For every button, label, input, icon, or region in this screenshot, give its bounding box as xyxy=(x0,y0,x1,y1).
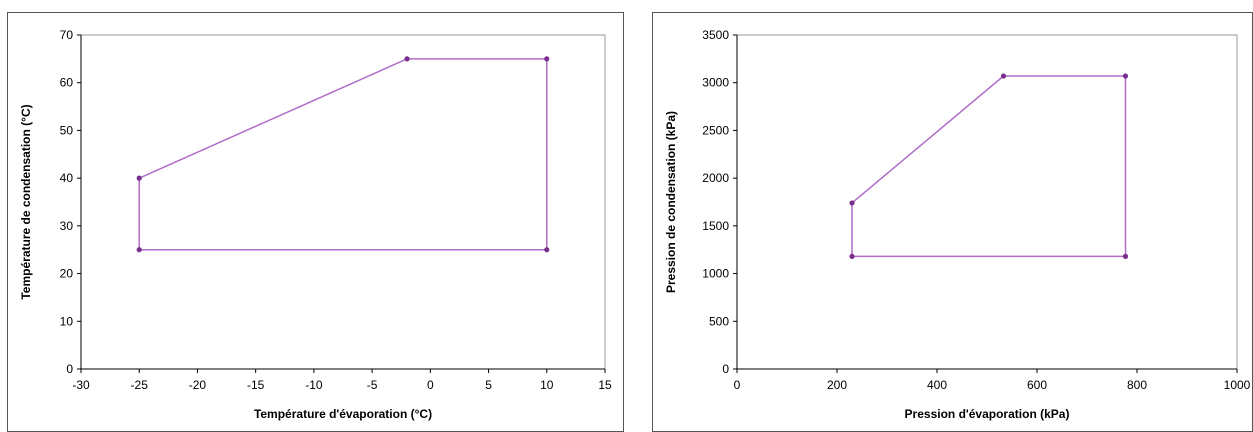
chart-panel-evaporation-temperature: 0 10 20 30 40 50 60 70 -30 -25 -20 -15 -10 -5 0 5 10 15 Te… xyxy=(7,12,624,432)
x-axis-title: Température d'évaporation (°C) xyxy=(254,407,432,421)
x-tick-label: -30 xyxy=(72,378,90,392)
data-point xyxy=(1122,253,1129,259)
chart-temperature: 0 10 20 30 40 50 60 70 -30 -25 -20 -15 -10 -5 0 5 10 15 Te… xyxy=(19,28,612,421)
plot-area xyxy=(736,34,1238,370)
y-tick-label: 0 xyxy=(722,362,729,376)
y-tick-label: 70 xyxy=(60,28,74,42)
series-line xyxy=(138,58,548,251)
chart-pressure: 0 500 1000 1500 2000 2500 3000 3500 0 200 400 600 80… xyxy=(664,28,1251,421)
y-tick-label: 1000 xyxy=(702,267,729,281)
y-tick-label: 500 xyxy=(709,314,729,328)
x-tick-label: 1000 xyxy=(1224,378,1251,392)
data-point xyxy=(849,200,855,206)
data-point xyxy=(404,56,410,62)
x-tick-label: -20 xyxy=(189,378,207,392)
y-tick-label: 30 xyxy=(60,219,74,233)
x-tick-label: -10 xyxy=(305,378,323,392)
data-point xyxy=(136,247,142,253)
data-point xyxy=(849,253,855,259)
y-tick-label: 2000 xyxy=(702,171,729,185)
x-tick-label: 0 xyxy=(427,378,434,392)
y-tick-label: 60 xyxy=(60,76,74,90)
y-tick-label: 3000 xyxy=(702,76,729,90)
data-point xyxy=(544,56,550,62)
data-point xyxy=(1000,73,1007,79)
plot-area xyxy=(80,34,606,370)
y-tick-label: 40 xyxy=(60,171,74,185)
series-line xyxy=(851,75,1127,258)
x-tick-label: -25 xyxy=(131,378,149,392)
data-point xyxy=(544,247,550,253)
data-point xyxy=(1122,73,1129,79)
y-tick-label: 0 xyxy=(66,362,73,376)
y-axis-title: Pression de condensation (kPa) xyxy=(664,111,678,293)
x-tick-label: -5 xyxy=(367,378,378,392)
y-tick-label: 20 xyxy=(60,267,74,281)
data-point xyxy=(136,175,142,181)
y-axis-title: Température de condensation (°C) xyxy=(19,104,33,299)
y-tick-label: 1500 xyxy=(702,219,729,233)
x-tick-label: 800 xyxy=(1127,378,1147,392)
x-tick-label: 15 xyxy=(598,378,612,392)
x-tick-label: -15 xyxy=(247,378,265,392)
x-tick-label: 5 xyxy=(485,378,492,392)
chart-panel-evaporation-pressure: 0 500 1000 1500 2000 2500 3000 3500 0 200 400 600 80… xyxy=(652,12,1253,432)
x-tick-label: 0 xyxy=(734,378,741,392)
x-tick-label: 200 xyxy=(827,378,847,392)
x-tick-label: 10 xyxy=(540,378,554,392)
y-tick-label: 10 xyxy=(60,314,74,328)
x-tick-label: 600 xyxy=(1027,378,1047,392)
x-tick-label: 400 xyxy=(927,378,947,392)
y-tick-label: 50 xyxy=(60,123,74,137)
y-tick-label: 2500 xyxy=(702,123,729,137)
y-tick-label: 3500 xyxy=(702,28,729,42)
x-axis-title: Pression d'évaporation (kPa) xyxy=(905,407,1070,421)
